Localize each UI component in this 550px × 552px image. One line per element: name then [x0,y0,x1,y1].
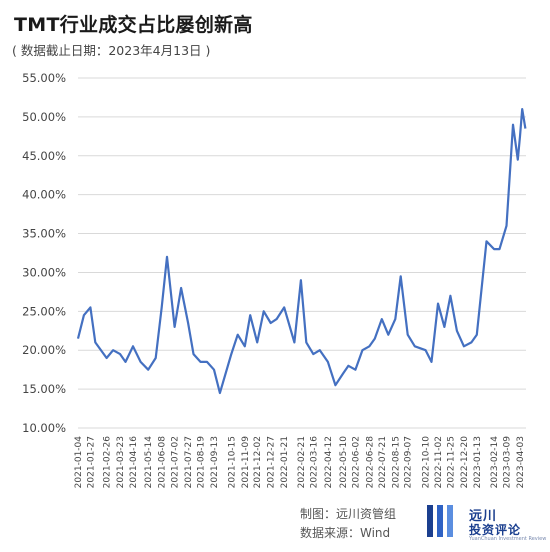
y-tick-label: 45.00% [22,149,66,163]
y-tick-label: 10.00% [22,421,66,435]
x-tick-label: 2022-06-02 [351,436,361,488]
x-tick-label: 2022-02-21 [297,436,307,488]
x-tick-label: 2023-02-14 [490,436,500,489]
x-axis-ticks: 2021-01-04 2021-01-27 2021-02-26 2021-03-23… [74,436,526,489]
x-tick-label: 2021-07-27 [184,436,194,488]
logo-bars-icon [427,505,453,537]
x-tick-label: 2021-08-19 [197,436,207,489]
x-tick-label: 2023-03-09 [503,436,513,489]
logo-name-line2: 投资评论 [469,523,522,537]
x-tick-label: 2023-04-03 [516,436,526,488]
x-tick-label: 2022-11-02 [434,436,444,488]
x-tick-label: 2022-05-10 [339,436,349,489]
x-tick-label: 2022-10-10 [422,436,432,489]
x-tick-label: 2021-03-23 [116,436,126,488]
page-title: TMT行业成交占比屡创新高 [14,14,253,36]
x-tick-label: 2022-01-21 [280,436,290,488]
data-source: 数据来源：Wind [300,526,391,540]
y-tick-label: 30.00% [22,265,66,279]
logo-name-line1: 远川 [469,509,498,524]
x-tick-label: 2021-07-02 [171,436,181,488]
y-tick-label: 55.00% [22,71,66,85]
x-tick-label: 2021-01-27 [86,436,96,488]
brand-logo: 远川 投资评论 YuanChuan Investment Review [425,499,547,545]
x-tick-label: 2022-07-21 [378,436,388,488]
x-tick-label: 2021-06-08 [158,436,168,489]
x-tick-label: 2022-12-20 [460,436,470,489]
grid-layer [78,77,526,429]
x-tick-label: 2022-09-07 [404,436,414,488]
x-tick-label: 2021-01-04 [74,436,84,489]
x-tick-label: 2022-04-12 [324,436,334,488]
x-tick-label: 2021-09-13 [210,436,220,488]
x-tick-label: 2021-05-14 [144,436,154,489]
x-tick-label: 2023-01-13 [473,436,483,488]
logo-tagline: YuanChuan Investment Review [469,536,547,542]
y-tick-label: 25.00% [22,304,66,318]
x-tick-label: 2022-06-28 [365,436,375,489]
x-tick-label: 2021-04-16 [129,436,139,489]
series-line [76,108,527,395]
x-tick-label: 2022-08-15 [391,436,401,488]
x-tick-label: 2021-02-26 [103,436,113,489]
y-tick-label: 35.00% [22,227,66,241]
x-tick-label: 2021-12-02 [253,436,263,488]
y-axis-ticks: 10.00% 15.00% 20.00% 25.00% 30.00% 35.00% 40.0… [22,71,66,435]
x-tick-label: 2022-11-25 [446,436,456,488]
x-tick-label: 2021-12-27 [267,436,277,488]
x-tick-label: 2022-03-16 [309,436,319,489]
x-tick-label: 2021-10-15 [227,436,237,488]
page-subtitle: ( 数据截止日期：2023年4月13日 ) [12,43,211,58]
y-tick-label: 20.00% [22,343,66,357]
y-tick-label: 40.00% [22,188,66,202]
x-tick-label: 2021-11-09 [241,436,251,489]
y-tick-label: 50.00% [22,110,66,124]
y-tick-label: 15.00% [22,382,66,396]
chart-credit: 制图：远川资管组 [300,507,397,521]
